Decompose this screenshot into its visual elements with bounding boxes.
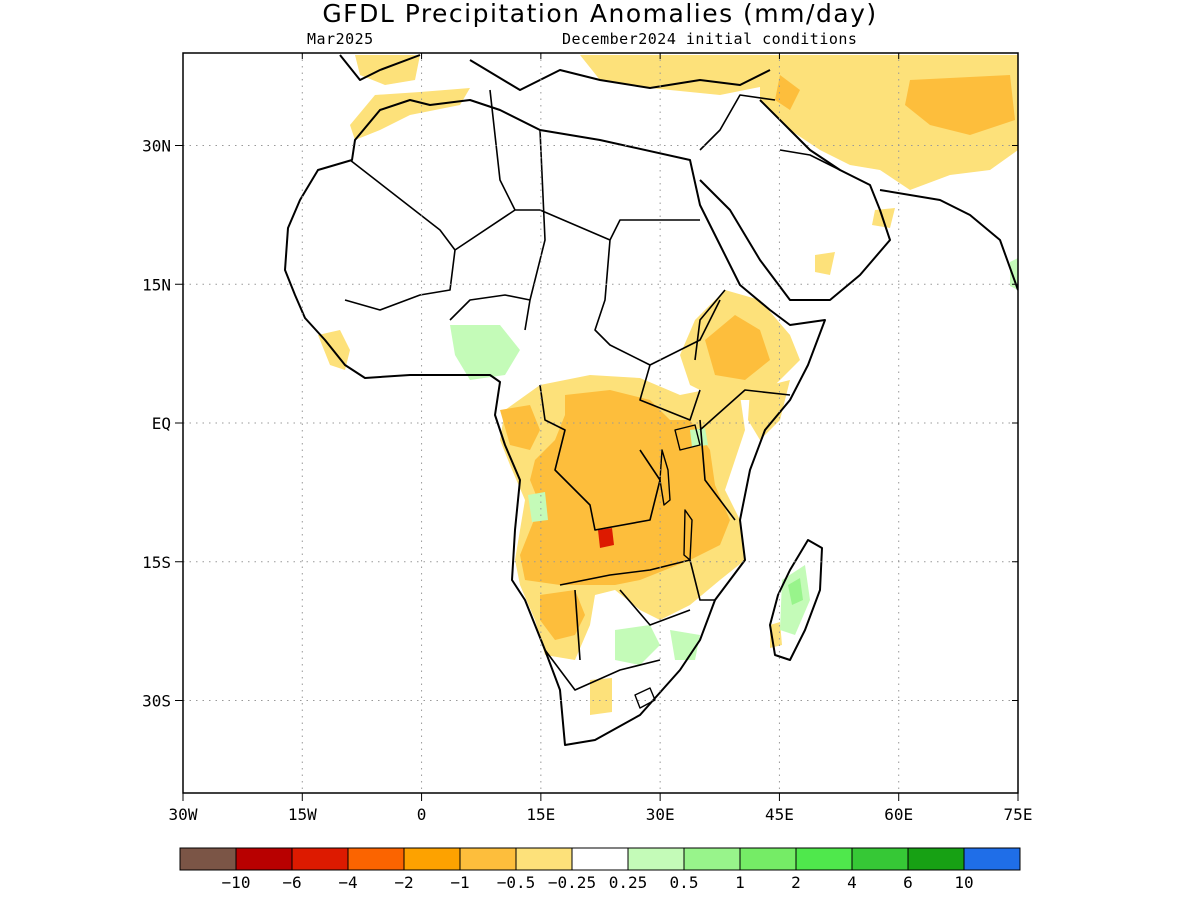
legend-swatch [571, 847, 629, 871]
legend-swatch [963, 847, 1021, 871]
legend-label: −0.5 [497, 873, 536, 892]
lake-malawi [683, 509, 693, 561]
legend-swatch [291, 847, 349, 871]
map-frame [182, 52, 1019, 794]
anomaly-zambia-red [598, 528, 614, 548]
legend-label: −4 [338, 873, 357, 892]
anomaly-nigeria-green [450, 325, 520, 380]
map-title: GFDL Precipitation Anomalies (mm/day) [322, 0, 877, 28]
legend-swatch [235, 847, 293, 871]
lake-tanganyika [659, 449, 671, 506]
initial-conditions: December2024 initial conditions [562, 30, 857, 48]
legend-label: 4 [847, 873, 857, 892]
latitude-label: 15S [142, 553, 171, 572]
legend-swatch [347, 847, 405, 871]
longitude-labels: 30W 15W 0 15E 30E 45E 60E 75E [169, 805, 1033, 824]
country-borders [344, 89, 841, 691]
legend-label: −1 [450, 873, 469, 892]
gridlines [183, 53, 1018, 793]
anomaly-zimbabwe-green [615, 625, 660, 665]
europe-coastline [339, 54, 771, 91]
anomaly-angola-green [528, 492, 548, 522]
axis-ticks [175, 53, 1019, 801]
anomaly-botswana [540, 590, 585, 640]
legend-label: 1 [735, 873, 745, 892]
anomaly-morocco [350, 88, 470, 140]
anomaly-europe-north [355, 55, 420, 85]
lesotho-border [634, 687, 656, 709]
latitude-label: 30N [142, 137, 171, 156]
legend-swatch [179, 847, 237, 871]
legend-swatch [739, 847, 797, 871]
longitude-label: 60E [884, 805, 913, 824]
latitude-label: 30S [142, 692, 171, 711]
latitude-labels: 30N 15N EQ 15S 30S [142, 137, 171, 711]
anomaly-iran-core [775, 75, 800, 110]
longitude-label: 45E [765, 805, 794, 824]
forecast-month: Mar2025 [307, 30, 374, 48]
legend-swatch [907, 847, 965, 871]
legend-label: 6 [903, 873, 913, 892]
longitude-label: 30E [646, 805, 675, 824]
legend-swatch [515, 847, 573, 871]
longitude-label: 75E [1004, 805, 1033, 824]
anomaly-lake-victoria-green [690, 428, 708, 447]
longitude-label: 15W [288, 805, 317, 824]
madagascar-coastline [769, 539, 823, 661]
anomaly-central-asia-core [905, 75, 1015, 135]
legend-labels: −10 −6 −4 −2 −1 −0.5 −0.25 0.25 0.5 1 2 4 6 10 [222, 873, 974, 892]
legend-label: 10 [954, 873, 973, 892]
legend-swatch [627, 847, 685, 871]
legend-label: 0.5 [670, 873, 699, 892]
anomaly-somalia [748, 380, 790, 440]
anomaly-madagascar-green-core [788, 578, 803, 605]
asia-coastline [879, 189, 1018, 291]
color-legend [179, 847, 1021, 871]
legend-label: −2 [394, 873, 413, 892]
legend-swatch [851, 847, 909, 871]
legend-label: −6 [282, 873, 301, 892]
arabia-coastline [699, 99, 891, 301]
legend-label: 0.25 [609, 873, 648, 892]
latitude-label: 15N [142, 275, 171, 294]
legend-swatch [459, 847, 517, 871]
legend-swatch [683, 847, 741, 871]
anomaly-mediterranean [580, 55, 770, 95]
legend-swatch [795, 847, 853, 871]
lake-victoria [674, 424, 701, 451]
anomaly-arabia-sw [815, 252, 835, 275]
legend-swatch [403, 847, 461, 871]
africa-coastline [284, 99, 826, 746]
latitude-label: EQ [152, 414, 171, 433]
longitude-label: 0 [417, 805, 427, 824]
longitude-label: 15E [526, 805, 555, 824]
anomaly-gabon [500, 405, 540, 450]
anomaly-south-africa [590, 678, 612, 715]
anomaly-ethiopia-core [705, 315, 770, 380]
legend-label: 2 [791, 873, 801, 892]
legend-label: −0.25 [548, 873, 596, 892]
legend-label: −10 [222, 873, 251, 892]
longitude-label: 30W [169, 805, 198, 824]
coastlines-and-borders [284, 54, 1018, 746]
